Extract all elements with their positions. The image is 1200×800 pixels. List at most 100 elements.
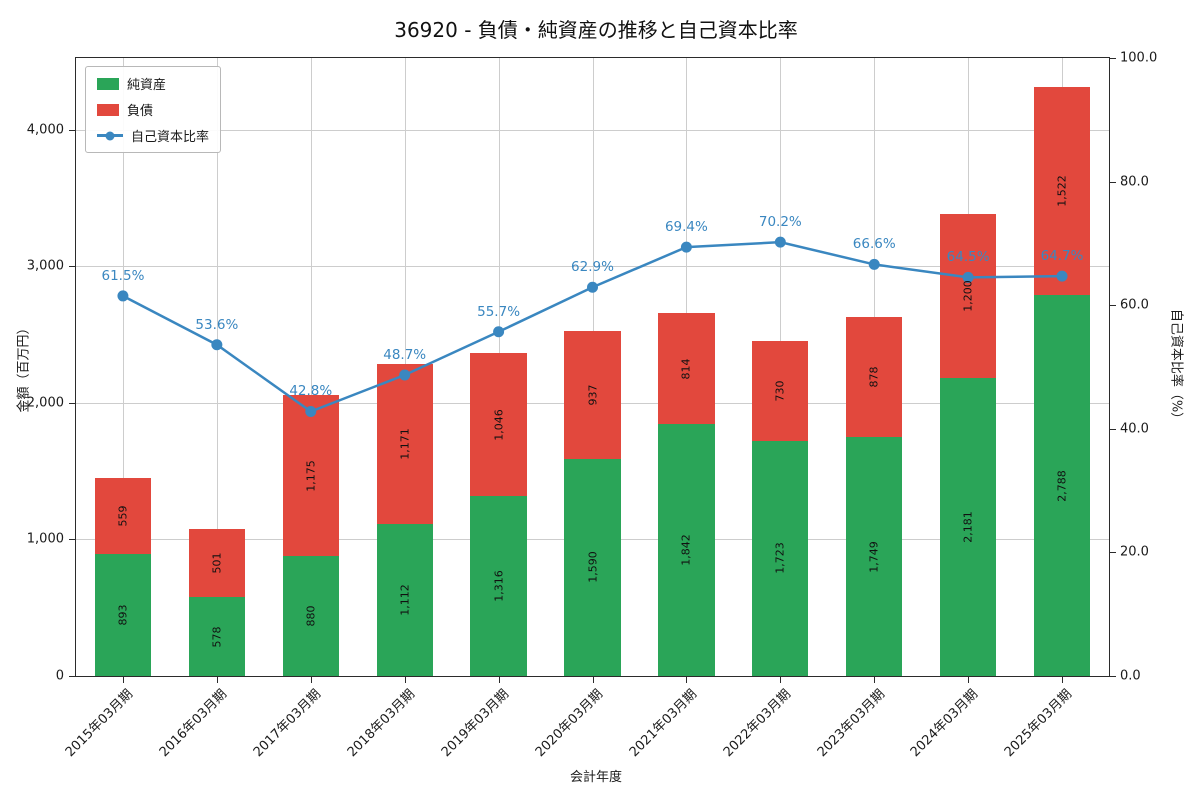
bar-value-label-liabilities: 1,175 [304, 459, 318, 492]
y-axis-tick-right [1109, 552, 1116, 554]
y-tick-label-left: 2,000 [26, 395, 64, 411]
bar-value-label-net-assets: 1,316 [492, 570, 506, 602]
gridline-vertical [216, 58, 218, 676]
net-assets-swatch-icon [97, 77, 119, 90]
equity-ratio-value-label: 48.7% [383, 347, 427, 364]
bar-value-label-liabilities: 730 [773, 380, 787, 402]
gridline-vertical [310, 58, 312, 676]
y-axis-tick-right [1109, 305, 1116, 307]
y-tick-label-left: 4,000 [26, 122, 64, 138]
x-axis-tick [404, 676, 406, 683]
equity-ratio-value-label: 61.5% [101, 267, 145, 284]
equity-ratio-value-label: 66.6% [852, 236, 896, 253]
bar-segment-net-assets [376, 524, 433, 676]
line-marker-icon [680, 241, 692, 253]
bar-value-label-net-assets: 2,788 [1055, 469, 1069, 502]
y-tick-label-right: 80.0 [1120, 174, 1149, 190]
bar-value-label-net-assets: 1,723 [773, 542, 787, 575]
bar-segment-liabilities [564, 330, 621, 459]
bar-segment-net-assets [752, 440, 809, 676]
x-axis-label: 会計年度 [569, 770, 623, 785]
x-tick-label: 2024年03月期 [908, 686, 982, 761]
legend-item-liabilities: 負債 [97, 100, 209, 119]
y-axis-tick-right [1109, 181, 1116, 183]
bar-value-label-liabilities: 1,171 [398, 428, 412, 460]
y-tick-label-left: 3,000 [26, 258, 64, 274]
equity-ratio-value-label: 53.6% [195, 316, 239, 333]
bar-segment-net-assets [94, 554, 152, 676]
bar-segment-liabilities [470, 353, 527, 497]
legend-item-equity-ratio: 自己資本比率 [97, 126, 209, 145]
equity-ratio-value-label: 69.4% [664, 219, 708, 236]
plot-area: 純資産 負債 自己資本比率 893 559 578 501 880 1,175 1,112 1… [27, 51, 1157, 761]
bar-value-label-net-assets: 578 [210, 626, 224, 648]
x-axis-tick [968, 676, 970, 683]
y-tick-label-right: 60.0 [1120, 297, 1149, 313]
bar-value-label-liabilities: 1,046 [492, 409, 506, 441]
equity-ratio-line-chart [117, 236, 1068, 417]
bar-segment-liabilities [658, 313, 715, 425]
bar-value-label-liabilities: 1,200 [961, 280, 975, 313]
x-axis-tick [686, 676, 688, 683]
y-tick-label-left: 1,000 [26, 531, 64, 547]
bar-segment-net-assets [282, 555, 339, 676]
bar-segment-net-assets [939, 378, 997, 676]
x-axis-tick [874, 676, 876, 683]
bar-value-label-liabilities: 814 [679, 358, 693, 380]
y-axis-tick-left [69, 129, 76, 131]
y-tick-label-right: 0.0 [1120, 668, 1141, 684]
bar-segment-liabilities [1033, 87, 1091, 296]
bar-segment-liabilities [188, 528, 246, 598]
y-tick-label-right: 40.0 [1120, 421, 1149, 437]
liabilities-swatch-icon [97, 103, 119, 116]
line-marker-icon [305, 405, 317, 417]
y-tick-label-left: 0 [55, 668, 64, 684]
y-axis-tick-right [1109, 428, 1116, 430]
line-marker-icon [868, 258, 880, 270]
line-marker-icon [587, 281, 598, 293]
legend-label-liabilities: 負債 [127, 104, 154, 119]
bar-segment-net-assets [658, 424, 715, 676]
bar-segment-liabilities [846, 317, 903, 438]
equity-ratio-value-label: 42.8% [289, 383, 333, 400]
x-axis-tick [216, 676, 218, 683]
bar-value-label-liabilities: 1,522 [1055, 175, 1069, 208]
x-axis-tick [1062, 676, 1064, 683]
bar-value-label-net-assets: 2,181 [961, 511, 975, 543]
equity-ratio-line-sample-icon [97, 131, 123, 140]
line-marker-icon [117, 290, 129, 302]
y-axis-tick-right [1109, 676, 1116, 677]
x-axis-tick [780, 676, 782, 683]
bar-segment-liabilities [752, 341, 809, 441]
legend-item-net-assets: 純資産 [97, 74, 209, 93]
x-tick-label: 2015年03月期 [63, 686, 137, 761]
equity-ratio-value-label: 64.5% [946, 249, 990, 266]
y-axis-label-right: 自己資本比率（%） [1168, 308, 1184, 426]
line-marker-icon [962, 271, 974, 283]
x-tick-label: 2016年03月期 [157, 686, 231, 761]
bar-segment-net-assets [470, 496, 527, 676]
x-tick-label: 2018年03月期 [344, 686, 419, 761]
bar-value-label-net-assets: 1,749 [867, 540, 881, 573]
line-marker-icon [399, 369, 411, 381]
bar-value-label-net-assets: 1,842 [679, 534, 693, 566]
bar-value-label-net-assets: 893 [116, 604, 130, 626]
x-tick-label: 2019年03月期 [438, 686, 513, 761]
y-tick-label-right: 20.0 [1120, 544, 1149, 560]
bar-segment-net-assets [846, 437, 903, 676]
equity-ratio-value-label: 62.9% [571, 259, 614, 276]
x-tick-label: 2020年03月期 [532, 686, 606, 761]
bar-segment-liabilities [376, 364, 433, 525]
y-axis-tick-left [69, 539, 76, 541]
bar-value-label-liabilities: 501 [210, 552, 224, 574]
bar-segment-net-assets [564, 458, 621, 676]
y-tick-label-right: 100.0 [1120, 50, 1158, 66]
x-axis-tick [122, 676, 124, 683]
line-marker-icon [493, 326, 505, 338]
x-tick-label: 2022年03月期 [720, 686, 794, 761]
line-marker-icon [1056, 270, 1068, 282]
x-tick-label: 2017年03月期 [250, 686, 325, 761]
bar-segment-net-assets [188, 597, 246, 676]
bar-value-label-net-assets: 880 [304, 605, 318, 627]
